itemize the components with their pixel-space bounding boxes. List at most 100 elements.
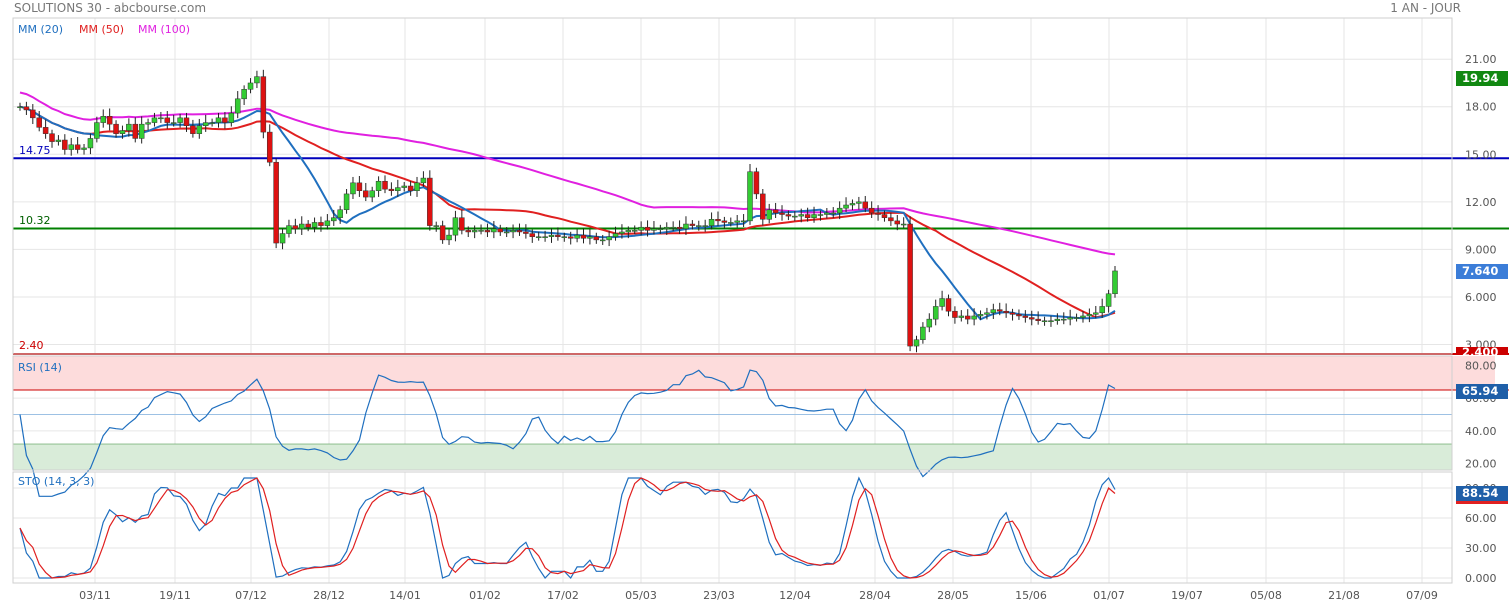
candle-body [343,193,350,211]
candle-body [30,109,36,119]
candle-body [170,122,177,124]
candle-body [260,76,267,133]
candle-body [491,228,497,233]
candle-body [62,139,68,150]
candle-body [427,177,433,226]
x-tick-label: 15/06 [1015,589,1047,602]
chart-title: SOLUTIONS 30 - abcbourse.com [14,1,207,15]
ma50-line [19,105,1116,319]
candle-body [222,117,228,123]
rsi-oversold-zone [13,443,1452,470]
candle-body [68,144,74,150]
candle-body [132,123,139,139]
candle-body [42,127,49,134]
sto-label: STO (14, 3, 3) [18,475,95,488]
candle-body [593,236,600,241]
candle-body [382,180,388,190]
candle-body [913,339,920,347]
candle-body [599,239,606,242]
high-price-tag: 19.94 [1456,71,1508,86]
candle-body [1105,293,1112,307]
candle-body [145,122,151,125]
candle-body [279,233,286,244]
candle-body [164,117,171,123]
x-tick-label: 19/11 [159,589,191,602]
candle-body [23,106,30,111]
candle-body [920,326,926,340]
rsi-value-tag: 65.94 [1456,384,1508,399]
sto-d-line [19,477,1116,579]
candle-body [465,230,471,233]
candle-body [439,225,446,241]
candle-body [331,217,337,222]
candle-body [151,117,158,123]
candle-body [36,117,42,128]
x-tick-label: 01/02 [469,589,501,602]
rsi-overbought-zone [13,356,1495,390]
candle-body [196,125,203,134]
resistance-label: 14.75 [19,144,51,157]
candle-body [779,212,785,215]
candle-body [407,185,414,191]
candle-body [996,309,1003,312]
sto-k-line [19,476,1116,579]
candle-body [388,188,395,191]
candle-body [926,318,933,328]
candle-body [888,217,894,222]
candle-body [1003,310,1009,314]
candle-body [299,223,305,230]
candle-body [836,207,843,214]
candle-body [612,233,619,237]
candle-body [561,236,568,238]
candle-body [881,214,888,218]
candle-body [1099,306,1105,314]
moving-averages [19,91,1116,321]
candle-body [452,217,459,236]
candle-body [849,203,856,206]
candle-body [266,131,273,163]
candle-body [798,214,804,217]
candle-body [228,112,235,123]
x-tick-label: 28/04 [859,589,891,602]
y-tick-labels: 21.0018.0015.0012.009.0006.0003.00080.00… [1465,53,1497,585]
rsi-label: RSI (14) [18,361,62,374]
candle-body [555,234,561,237]
candle-body [286,225,292,234]
y-tick-label: 9.000 [1465,243,1497,256]
candle-body [689,223,696,226]
candle-body [676,226,683,230]
candle-body [1086,314,1093,317]
candle-body [696,225,702,227]
candle-body [894,220,901,225]
x-tick-label: 07/09 [1406,589,1438,602]
candle-body [375,180,382,191]
x-tick-label: 12/04 [779,589,811,602]
candle-body [651,228,657,231]
candle-body [606,236,612,241]
candle-body [715,219,721,222]
candle-body [708,219,715,226]
candle-body [446,234,452,241]
candle-body [1061,318,1067,321]
candle-body [1093,312,1099,315]
chart-period[interactable]: 1 AN - JOUR [1390,1,1461,15]
candle-body [964,315,971,320]
candle-body [529,233,536,237]
candle-body [350,182,356,195]
candle-body [900,223,907,226]
candle-body [734,220,740,223]
candle-body [510,230,516,233]
sto-tick-label: 0.000 [1465,572,1497,585]
sto-value-tag: 88.54 [1456,486,1508,504]
legend-ma50: MM (50) [79,23,125,36]
x-tick-label: 28/05 [937,589,969,602]
candle-body [868,207,875,214]
candle-body [1054,318,1061,321]
candle-body [862,201,869,209]
candle-body [177,117,183,123]
candle-body [875,212,881,215]
legend-ma20: MM (20) [18,23,64,36]
rsi-tick-label: 40.00 [1465,425,1497,438]
sto-tick-label: 30.00 [1465,542,1497,555]
